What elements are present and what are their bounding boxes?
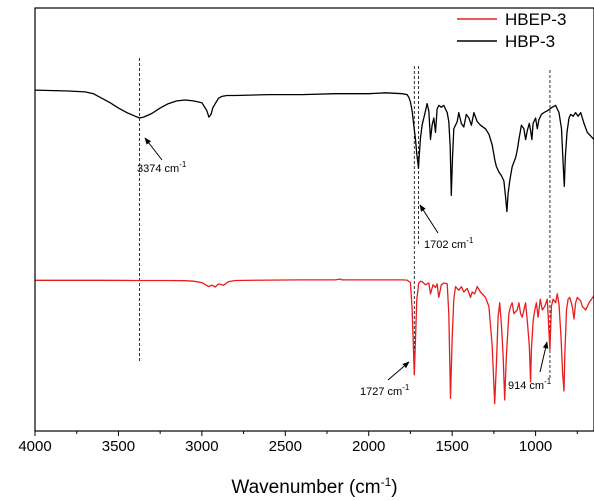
x-tick-label: 2500 (269, 438, 302, 455)
x-tick-label: 1500 (435, 438, 468, 455)
x-tick-label: 2000 (352, 438, 385, 455)
annotation-text: 914 cm (508, 380, 544, 392)
annotation-arrow-1702 (419, 204, 439, 234)
legend-label-hbep-3: HBEP-3 (505, 10, 566, 29)
series-line-hbp-3 (34, 89, 594, 213)
x-axis-label: Wavenumber (cm-1) (231, 475, 397, 498)
legend: HBEP-3 HBP-3 (457, 10, 566, 51)
annotation-sup: -1 (402, 383, 410, 392)
annotation-arrow-914 (539, 341, 549, 373)
annotation-text: 1727 cm (360, 386, 402, 398)
series-group (34, 89, 594, 405)
annotation-text: 1702 cm (424, 239, 466, 251)
annotation-sup: -1 (466, 236, 474, 245)
x-tick-label: 3500 (102, 438, 135, 455)
x-axis-label-tail: ) (391, 477, 397, 498)
annotation-label-1727: 1727 cm-1 (360, 383, 410, 398)
annotation-label-3374: 3374 cm-1 (137, 160, 187, 175)
x-axis-label-sup: -1 (381, 475, 392, 489)
legend-label-hbp-3: HBP-3 (505, 32, 555, 51)
annotation-arrow-3374 (144, 137, 163, 161)
plot-frame (34, 7, 594, 432)
x-tick-label: 4000 (18, 438, 51, 455)
x-axis-label-main: Wavenumber (cm (231, 477, 380, 498)
reference-lines (139, 58, 551, 378)
x-tick-label: 1000 (519, 438, 552, 455)
series-line-hbep-3 (35, 278, 594, 405)
annotation-label-1702: 1702 cm-1 (424, 236, 474, 251)
x-axis-ticks: 4000 3500 3000 2500 2000 1500 1000 (18, 431, 578, 455)
annotation-sup: -1 (179, 160, 187, 169)
annotation-label-914: 914 cm-1 (508, 377, 552, 392)
annotation-sup: -1 (544, 377, 552, 386)
annotation-arrow-1727 (387, 361, 410, 381)
x-tick-label: 3000 (185, 438, 218, 455)
annotation-text: 3374 cm (137, 163, 179, 175)
